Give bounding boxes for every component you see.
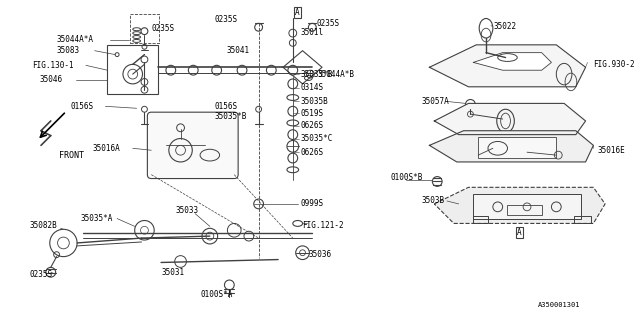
Text: 35044A*A: 35044A*A xyxy=(56,36,93,44)
Bar xyxy=(474,216,488,223)
Text: 35044A*B: 35044A*B xyxy=(317,70,354,79)
Text: 0626S: 0626S xyxy=(301,148,324,157)
Text: A350001301: A350001301 xyxy=(538,302,580,308)
Text: 0235S: 0235S xyxy=(316,19,339,28)
Bar xyxy=(574,216,591,223)
Text: 35046: 35046 xyxy=(39,76,62,84)
Text: 0156S: 0156S xyxy=(70,102,93,111)
Text: 0100S*A: 0100S*A xyxy=(200,290,232,299)
Text: 0235S: 0235S xyxy=(29,270,52,279)
Text: 35035B: 35035B xyxy=(301,97,328,106)
Bar xyxy=(474,194,580,219)
Text: 35031: 35031 xyxy=(161,268,184,277)
Text: 35041: 35041 xyxy=(227,46,250,55)
Text: 35035*A: 35035*A xyxy=(80,214,113,223)
Polygon shape xyxy=(435,103,586,135)
Text: 35016E: 35016E xyxy=(597,146,625,155)
Bar xyxy=(130,14,159,43)
FancyBboxPatch shape xyxy=(147,112,238,179)
Text: 35083: 35083 xyxy=(56,46,80,55)
Polygon shape xyxy=(429,45,586,87)
Text: 0999S: 0999S xyxy=(301,199,324,208)
Text: FIG.930-2: FIG.930-2 xyxy=(593,60,635,69)
Text: 0100S*B: 0100S*B xyxy=(390,173,423,182)
Text: 0235S: 0235S xyxy=(214,15,238,24)
Text: 0626S: 0626S xyxy=(301,121,324,130)
Polygon shape xyxy=(435,187,605,223)
Text: FRONT: FRONT xyxy=(58,151,84,160)
Text: 35035*C: 35035*C xyxy=(301,134,333,143)
Text: 0235S: 0235S xyxy=(151,24,174,33)
Text: 0314S: 0314S xyxy=(301,83,324,92)
Text: 35057A: 35057A xyxy=(422,97,449,106)
Text: 0519S: 0519S xyxy=(301,109,324,118)
Polygon shape xyxy=(429,131,593,162)
Text: FIG.121-2: FIG.121-2 xyxy=(303,221,344,230)
Bar xyxy=(108,45,158,94)
Text: 3503B: 3503B xyxy=(422,196,445,205)
Text: 35035*B: 35035*B xyxy=(214,112,247,121)
Text: 35016A: 35016A xyxy=(93,144,120,153)
Text: A: A xyxy=(517,228,522,237)
Text: FIG.130-1: FIG.130-1 xyxy=(32,61,74,70)
Bar xyxy=(478,137,556,158)
Text: 35033: 35033 xyxy=(175,206,199,215)
Polygon shape xyxy=(474,53,552,70)
Text: 0156S: 0156S xyxy=(214,102,238,111)
Text: A: A xyxy=(295,8,300,17)
Text: 35036: 35036 xyxy=(308,250,332,259)
Bar xyxy=(508,205,541,215)
Text: 35022: 35022 xyxy=(494,22,517,31)
Text: 3501l: 3501l xyxy=(301,28,324,37)
Text: 35035*B: 35035*B xyxy=(301,70,333,79)
Text: 35082B: 35082B xyxy=(29,221,57,230)
